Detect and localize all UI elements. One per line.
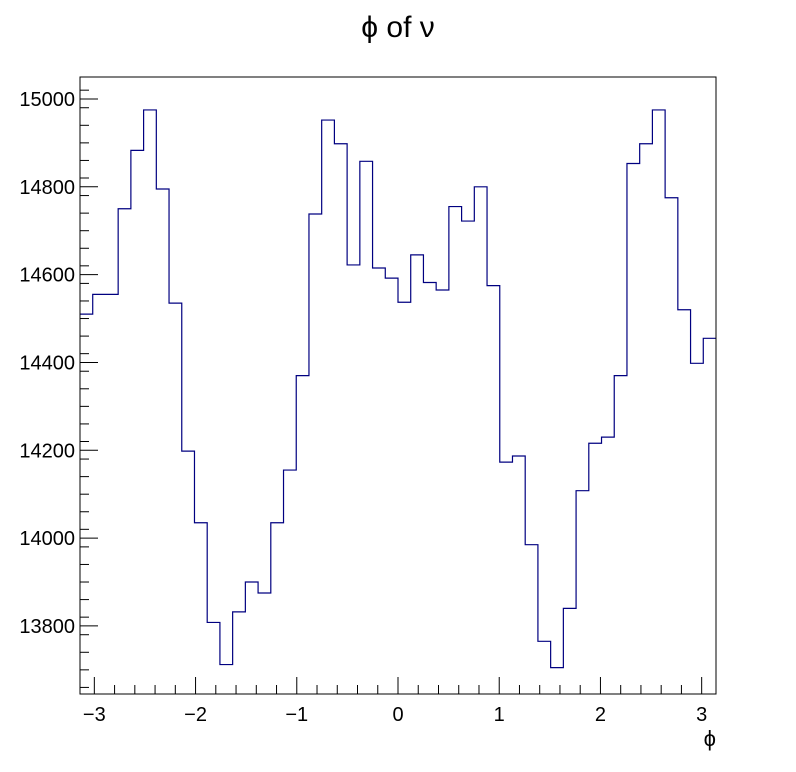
- histogram-bin: [411, 253, 424, 257]
- histogram-bin: [576, 489, 589, 493]
- histogram-bin: [360, 159, 373, 163]
- histogram-bin: [678, 308, 691, 312]
- x-axis: −3 −2 −1 0 1 2 3: [83, 677, 707, 726]
- histogram-bin: [105, 292, 118, 296]
- histogram-bin: [144, 108, 157, 112]
- histogram-bin: [80, 312, 93, 316]
- y-tick-label: 13800: [19, 616, 75, 638]
- histogram-bin: [589, 441, 602, 445]
- histogram-bin: [538, 639, 551, 643]
- histogram-bin: [703, 336, 716, 340]
- histogram-bin: [347, 263, 360, 267]
- x-tick-label: −3: [83, 704, 106, 726]
- histogram-bin: [194, 521, 207, 525]
- x-axis-title: ϕ: [704, 726, 716, 751]
- x-tick-label: 2: [595, 704, 606, 726]
- histogram-bin: [665, 196, 678, 200]
- histogram-bin: [640, 142, 653, 146]
- histogram-bin: [436, 288, 449, 292]
- histogram-bin: [500, 460, 513, 464]
- histogram-bin: [373, 266, 386, 270]
- histogram-bin: [207, 620, 220, 624]
- histogram-bin: [182, 449, 195, 453]
- histogram-bin: [474, 185, 487, 189]
- histogram-bin: [385, 276, 398, 280]
- x-tick-label: 0: [392, 704, 403, 726]
- y-tick-label: 14200: [19, 440, 75, 462]
- histogram-bin: [449, 205, 462, 209]
- histogram-bin: [118, 207, 131, 211]
- histogram-bin: [233, 610, 246, 614]
- histogram-bin: [614, 374, 627, 378]
- histogram-bin: [423, 281, 436, 285]
- histogram-bin: [462, 219, 475, 223]
- histogram-bin: [258, 591, 271, 595]
- histogram-bin: [271, 521, 284, 525]
- histogram-bin: [284, 468, 297, 472]
- y-tick-label: 14800: [19, 177, 75, 199]
- histogram-bin: [563, 606, 576, 610]
- histogram-bin: [309, 212, 322, 216]
- histogram-bin: [93, 292, 106, 296]
- histogram-series: [80, 108, 716, 670]
- histogram-bin: [169, 301, 182, 305]
- y-tick-label: 14000: [19, 528, 75, 550]
- histogram-bin: [131, 148, 144, 152]
- y-tick-label: 14600: [19, 265, 75, 287]
- histogram-bin: [525, 543, 538, 547]
- x-tick-label: 3: [696, 704, 707, 726]
- histogram-bin: [296, 374, 309, 378]
- histogram-bin: [220, 663, 233, 667]
- histogram-bin: [156, 187, 169, 191]
- y-tick-label: 15000: [19, 89, 75, 111]
- x-tick-label: −1: [285, 704, 308, 726]
- histogram-bin: [334, 142, 347, 146]
- histogram-bin: [652, 108, 665, 112]
- x-tick-label: −2: [184, 704, 207, 726]
- y-axis: 13800 14000 14200 14400 14600 14800 15000: [19, 89, 98, 688]
- histogram-bin: [691, 361, 704, 365]
- histogram-line: [80, 109, 716, 669]
- histogram-bin: [245, 580, 258, 584]
- x-tick-label: 1: [494, 704, 505, 726]
- histogram-bin: [602, 435, 615, 439]
- histogram-bin: [487, 284, 500, 288]
- histogram-bin: [627, 162, 640, 166]
- plot-frame: [79, 76, 717, 695]
- chart-title: ϕ of ν: [361, 11, 435, 44]
- histogram-bin: [551, 666, 564, 670]
- histogram-bin: [322, 118, 335, 122]
- y-tick-label: 14400: [19, 352, 75, 374]
- histogram-bin: [398, 300, 411, 304]
- histogram-bin: [512, 454, 525, 458]
